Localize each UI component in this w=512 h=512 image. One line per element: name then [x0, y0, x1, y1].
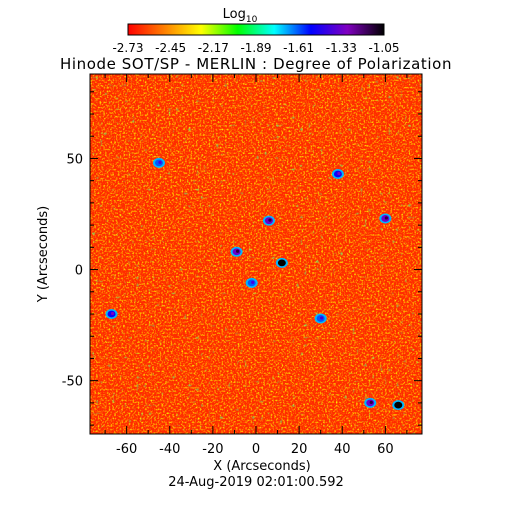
- x-tick-label: 20: [291, 442, 308, 457]
- colorbar: Log10 -2.73 -2.45 -2.17 -1.89 -1.61 -1.33 -1.0…: [112, 7, 399, 55]
- colorbar-tick-label: -1.89: [240, 41, 271, 55]
- colorbar-tick-label: -1.33: [326, 41, 357, 55]
- colorbar-tick-label: -2.73: [112, 41, 143, 55]
- y-axis: -50 0 50: [62, 91, 422, 426]
- y-tick-label: 0: [75, 264, 83, 279]
- colorbar-bar: [127, 23, 385, 36]
- x-tick-label: 40: [334, 442, 351, 457]
- chart-title: Hinode SOT/SP - MERLIN : Degree of Polar…: [60, 55, 452, 73]
- colorbar-tick-label: -1.61: [283, 41, 314, 55]
- heatmap-area: [90, 74, 422, 434]
- x-tick-label: -60: [116, 442, 137, 457]
- x-tick-label: 60: [377, 442, 394, 457]
- colorbar-label-base: Log: [223, 7, 246, 22]
- polarization-patch: [379, 213, 392, 224]
- y-axis-label: Y (Arcseconds): [36, 206, 51, 303]
- polarization-patch: [392, 400, 405, 411]
- polarization-patch: [230, 246, 243, 257]
- heatmap-features: [105, 157, 405, 411]
- x-tick-label: -40: [159, 442, 180, 457]
- colorbar-ticks: -2.73 -2.45 -2.17 -1.89 -1.61 -1.33 -1.05: [112, 41, 399, 55]
- y-tick-label: 50: [66, 152, 83, 167]
- x-tick-label: 0: [252, 442, 260, 457]
- colorbar-tick-label: -2.17: [198, 41, 229, 55]
- heatmap-texture-green: [90, 74, 422, 434]
- polarization-patch: [364, 397, 377, 408]
- x-axis-label: X (Arcseconds): [213, 459, 310, 474]
- timestamp: 24-Aug-2019 02:01:00.592: [168, 475, 344, 490]
- polarization-patch: [105, 309, 118, 319]
- polarization-patch: [152, 157, 165, 168]
- y-tick-label: -50: [62, 375, 83, 390]
- polarization-patch: [262, 215, 275, 226]
- polarization-patch: [275, 257, 288, 268]
- colorbar-tick-label: -2.45: [155, 41, 186, 55]
- x-tick-label: -20: [202, 442, 223, 457]
- x-axis: -60 -40 -20 0 20 40 60: [104, 74, 408, 457]
- polarization-patch: [245, 277, 258, 288]
- colorbar-label: Log10: [223, 7, 258, 25]
- polarization-patch: [314, 313, 327, 324]
- colorbar-tick-label: -1.05: [368, 41, 399, 55]
- polarization-patch: [331, 169, 344, 179]
- colorbar-label-sub: 10: [246, 15, 258, 25]
